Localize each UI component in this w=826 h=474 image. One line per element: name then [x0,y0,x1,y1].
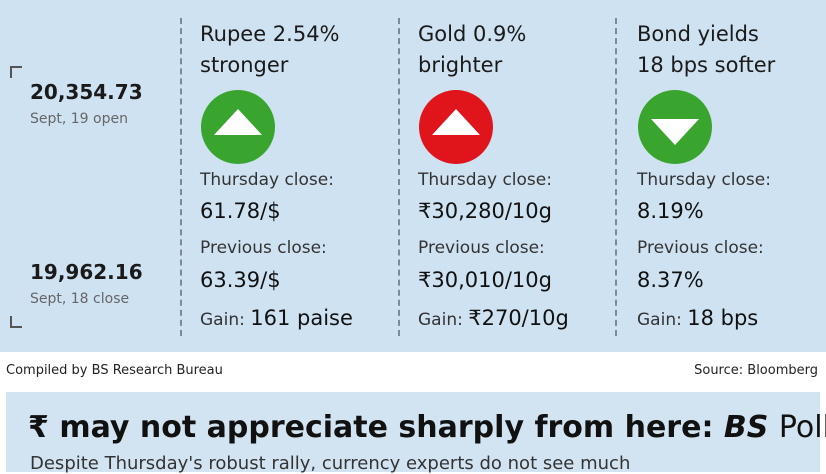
bracket [10,66,22,78]
source: Source: Bloomberg [694,363,818,378]
up-arrow [201,90,275,164]
previous-label: Previous close: [418,238,545,258]
index-low-label: Sept, 18 close [30,291,130,307]
column-title: stronger [200,53,289,77]
gain: Gain: ₹270/10g [418,306,569,330]
headline: ₹ may not appreciate sharply from here: … [28,410,826,445]
gain-label: Gain: [637,310,682,330]
index-high-label: Sept, 19 open [30,111,128,127]
divider [398,18,400,336]
info-panel: 20,354.73 Sept, 19 open 19,962.16 Sept, … [0,0,826,352]
column-title: Gold 0.9% [418,22,527,46]
gain-label: Gain: [418,310,463,330]
previous-label: Previous close: [637,238,764,258]
close-label: Thursday close: [418,170,552,190]
credit: Compiled by BS Research Bureau [6,363,223,378]
previous-value: 63.39/$ [200,268,281,292]
close-label: Thursday close: [200,170,334,190]
column-title: Bond yields [637,22,759,46]
headline-suffix: Poll [778,410,826,445]
gain-value: 18 bps [687,306,759,330]
gain-label: Gain: [200,310,245,330]
column-title: brighter [418,53,503,77]
headline-text: ₹ may not appreciate sharply from here: [28,410,714,445]
headline-box: ₹ may not appreciate sharply from here: … [6,392,826,474]
index-high: 20,354.73 [30,80,143,104]
previous-value: ₹30,010/10g [418,268,552,292]
headline-emphasis: BS [723,410,769,445]
gain-value: ₹270/10g [468,306,569,330]
close-value: 8.19% [637,199,704,223]
close-value: 61.78/$ [200,199,281,223]
gain: Gain: 18 bps [637,306,758,330]
index-low: 19,962.16 [30,260,143,284]
subhead: Despite Thursday's robust rally, currenc… [30,453,631,474]
column-title: 18 bps softer [637,53,776,77]
up-arrow [419,90,493,164]
previous-label: Previous close: [200,238,327,258]
close-value: ₹30,280/10g [418,199,552,223]
divider [180,18,182,336]
previous-value: 8.37% [637,268,704,292]
divider [615,18,617,336]
down-arrow [638,90,712,164]
close-label: Thursday close: [637,170,771,190]
gain: Gain: 161 paise [200,306,353,330]
bracket [10,316,22,328]
column-title: Rupee 2.54% [200,22,340,46]
gain-value: 161 paise [250,306,353,330]
